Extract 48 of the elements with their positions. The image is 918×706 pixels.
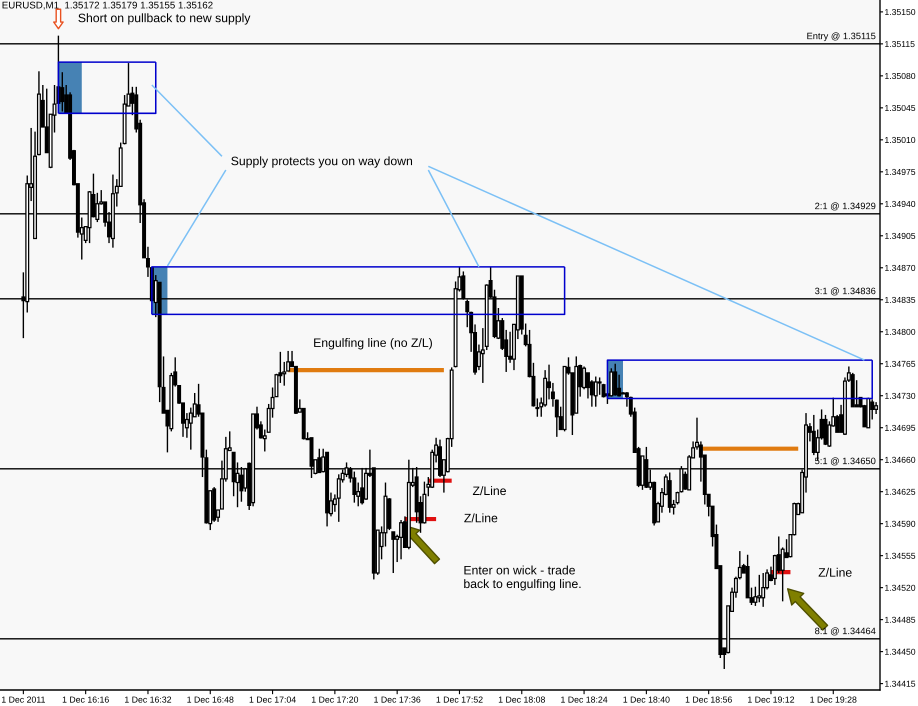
- annotation: Short on pullback to new supply: [78, 13, 250, 25]
- annotation: Z/Line: [464, 513, 498, 522]
- x-tick-label: 1 Dec 17:04: [250, 696, 296, 703]
- y-tick-label: 1.34520: [885, 584, 916, 591]
- y-tick-label: 1.34940: [885, 200, 916, 208]
- y-tick-label: 1.35115: [885, 40, 915, 48]
- y-tick-label: 1.34975: [885, 168, 916, 176]
- y-tick-label: 1.34660: [885, 456, 916, 463]
- annotation: Z/Line: [472, 486, 506, 496]
- y-tick-label: 1.35045: [885, 104, 916, 112]
- x-tick-label: 1 Dec 19:12: [748, 696, 794, 703]
- y-tick-label: 1.34730: [885, 392, 916, 399]
- ref-line-label: 3:1 @ 1.34836: [815, 287, 876, 296]
- y-tick-label: 1.34800: [885, 328, 916, 335]
- annotation: Enter on wick - trade back to engulfing line.: [464, 566, 581, 591]
- y-tick-label: 1.34870: [885, 264, 916, 271]
- x-tick-label: 1 Dec 17:20: [312, 696, 358, 703]
- y-tick-label: 1.34590: [885, 520, 916, 527]
- y-tick-label: 1.34835: [885, 296, 916, 303]
- chart-title: EURUSD,M1 1.35172 1.35179 1.35155 1.35162: [2, 2, 213, 10]
- y-tick-label: 1.35150: [885, 8, 916, 16]
- annotation: Z/Line: [818, 568, 852, 577]
- annotation: Engulfing line (no Z/L): [314, 338, 432, 350]
- y-tick-label: 1.34765: [885, 360, 916, 367]
- y-tick-label: 1.34695: [885, 424, 916, 431]
- y-tick-label: 1.34485: [885, 616, 916, 623]
- x-tick-label: 1 Dec 18:08: [498, 696, 545, 703]
- x-tick-label: 1 Dec 2011: [2, 696, 45, 703]
- ref-line-label: 8:1 @ 1.34464: [815, 627, 876, 636]
- y-tick-label: 1.34555: [885, 552, 916, 559]
- y-tick-label: 1.34450: [885, 648, 916, 655]
- ref-line-label: Entry @ 1.35115: [807, 32, 876, 42]
- y-tick-label: 1.34625: [885, 488, 916, 495]
- y-tick-label: 1.34905: [885, 232, 916, 239]
- x-tick-label: 1 Dec 17:52: [436, 696, 483, 703]
- x-tick-label: 1 Dec 18:40: [623, 696, 670, 703]
- y-tick-label: 1.34415: [885, 680, 916, 687]
- x-tick-label: 1 Dec 17:36: [374, 696, 420, 703]
- y-tick-label: 1.35010: [885, 136, 916, 144]
- x-tick-label: 1 Dec 18:56: [686, 696, 732, 703]
- x-tick-label: 1 Dec 16:16: [62, 696, 109, 703]
- x-tick-label: 1 Dec 16:32: [125, 696, 172, 703]
- y-tick-label: 1.35080: [885, 72, 916, 80]
- x-tick-label: 1 Dec 16:48: [187, 696, 234, 703]
- ref-line-label: 2:1 @ 1.34929: [815, 202, 876, 210]
- annotation: Supply protects you on way down: [231, 156, 412, 168]
- x-tick-label: 1 Dec 18:24: [561, 696, 608, 703]
- x-tick-label: 1 Dec 19:28: [810, 696, 856, 703]
